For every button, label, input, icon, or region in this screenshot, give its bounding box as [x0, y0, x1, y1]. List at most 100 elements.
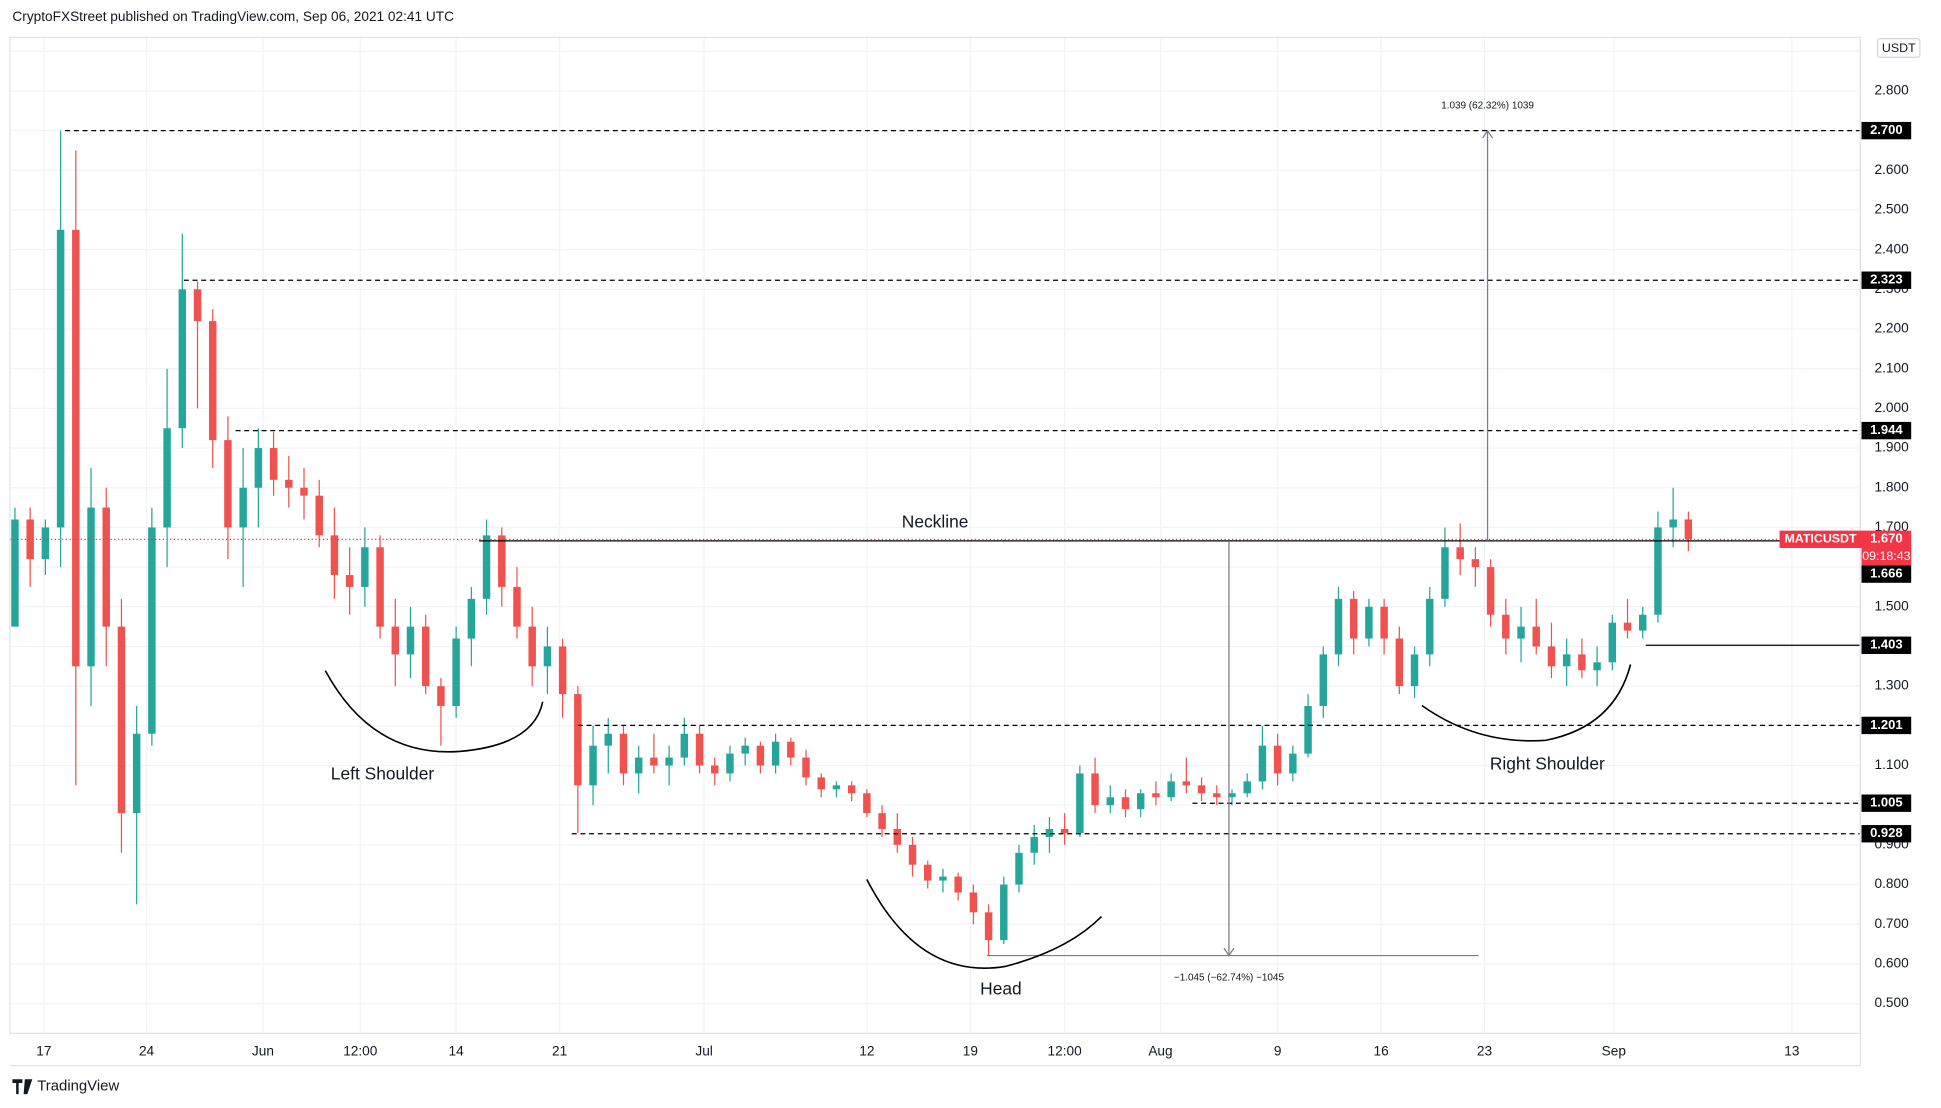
- x-tick-label: 12: [859, 1044, 874, 1059]
- x-tick-label: 14: [449, 1044, 465, 1059]
- left-shoulder-label: Left Shoulder: [331, 764, 435, 784]
- x-tick-label: 9: [1274, 1044, 1282, 1059]
- candle-body: [984, 912, 993, 941]
- candle-body: [619, 733, 628, 774]
- candle-body: [847, 785, 856, 794]
- candle-body: [1334, 598, 1343, 655]
- candle-body: [1471, 559, 1480, 568]
- candle-body: [650, 757, 658, 766]
- candle-body: [604, 733, 612, 746]
- candle-body: [1121, 797, 1130, 810]
- candle-body: [1304, 705, 1312, 754]
- x-tick-label: 12:00: [1048, 1044, 1083, 1059]
- candle-body: [711, 765, 719, 774]
- y-tick-label: 1.300: [1875, 678, 1910, 693]
- candle-body: [1258, 745, 1267, 782]
- candle-body: [1562, 654, 1571, 667]
- candle-body: [117, 626, 126, 814]
- level-label: 1.666: [1870, 566, 1903, 581]
- level-label: 2.700: [1870, 122, 1903, 137]
- candle-body: [817, 777, 825, 790]
- y-tick-label: 2.500: [1875, 202, 1910, 217]
- candle-body: [1517, 626, 1525, 639]
- candle-body: [72, 229, 80, 667]
- candle-body: [1380, 606, 1388, 639]
- candle-body: [11, 519, 19, 627]
- level-label-box: [1861, 271, 1912, 289]
- candle-body: [102, 507, 110, 627]
- candle-body: [56, 229, 65, 528]
- candle-body: [254, 448, 263, 488]
- y-tick-label: 2.100: [1875, 360, 1910, 375]
- candle-body: [26, 519, 34, 560]
- candle-body: [528, 626, 536, 667]
- candle-body: [1365, 606, 1373, 639]
- candle-body: [878, 813, 886, 829]
- candle-body: [924, 864, 932, 881]
- head-arc: [866, 878, 1103, 969]
- candle-body: [193, 289, 202, 322]
- candle-body: [802, 757, 810, 778]
- candle-body: [1593, 662, 1601, 671]
- candle-body: [969, 892, 978, 913]
- candle-body: [1136, 793, 1145, 810]
- candle-body: [1015, 852, 1023, 885]
- candle-body: [1639, 614, 1647, 631]
- y-tick-label: 2.000: [1875, 400, 1910, 415]
- level-label-box: [1861, 794, 1912, 812]
- candle-body: [148, 527, 156, 734]
- candle-body: [1669, 519, 1677, 528]
- countdown-label: 09:18:43: [1862, 549, 1910, 563]
- candle-body: [589, 745, 597, 786]
- candle-body: [421, 626, 430, 687]
- candle-body: [300, 487, 308, 496]
- x-tick-label: Jun: [252, 1044, 274, 1059]
- y-tick-label: 1.100: [1875, 757, 1910, 772]
- candle-body: [1441, 547, 1449, 599]
- x-tick-label: 13: [1784, 1044, 1799, 1059]
- candle-body: [939, 876, 947, 881]
- candle-body: [1060, 828, 1069, 833]
- x-tick-label: Jul: [695, 1044, 712, 1059]
- left-shoulder-arc: [324, 670, 544, 753]
- candle-body: [1213, 793, 1221, 798]
- candle-body: [1547, 646, 1556, 667]
- candle-body: [1654, 527, 1662, 615]
- level-label: 1.201: [1870, 717, 1903, 732]
- measure-label: 1.039 (62.32%) 1039: [1441, 100, 1534, 111]
- candle-body: [269, 448, 278, 480]
- candle-body: [680, 733, 689, 758]
- currency-box: [1877, 37, 1921, 58]
- candle-body: [224, 440, 232, 528]
- x-tick-label: 24: [139, 1044, 155, 1059]
- candle-body: [1395, 638, 1404, 687]
- candle-body: [574, 694, 582, 786]
- neckline-label: Neckline: [902, 512, 969, 532]
- candle-body: [285, 479, 293, 488]
- candle-body: [1486, 567, 1495, 615]
- y-tick-label: 2.400: [1875, 241, 1910, 256]
- candle-body: [1076, 773, 1084, 833]
- candle-body: [498, 535, 506, 587]
- y-tick-label: 0.800: [1875, 876, 1910, 891]
- candle-body: [1167, 781, 1175, 798]
- x-tick-label: Aug: [1148, 1044, 1172, 1059]
- candle-body: [771, 741, 780, 766]
- level-label: 1.005: [1870, 795, 1903, 810]
- level-label-box: [1861, 421, 1912, 440]
- level-label: 2.323: [1870, 272, 1903, 287]
- candle-body: [893, 828, 902, 845]
- candle-body: [1182, 781, 1191, 786]
- x-tick-label: 16: [1373, 1044, 1388, 1059]
- candle-body: [87, 507, 95, 667]
- y-tick-label: 1.900: [1875, 440, 1910, 455]
- candle-body: [391, 626, 400, 655]
- x-tick-label: 21: [552, 1044, 567, 1059]
- candle-body: [467, 598, 476, 639]
- candle-body: [1426, 598, 1434, 655]
- right-shoulder-label: Right Shoulder: [1490, 754, 1605, 774]
- candle-body: [1289, 753, 1297, 774]
- candle-body: [1106, 797, 1115, 806]
- candle-body: [1243, 781, 1251, 794]
